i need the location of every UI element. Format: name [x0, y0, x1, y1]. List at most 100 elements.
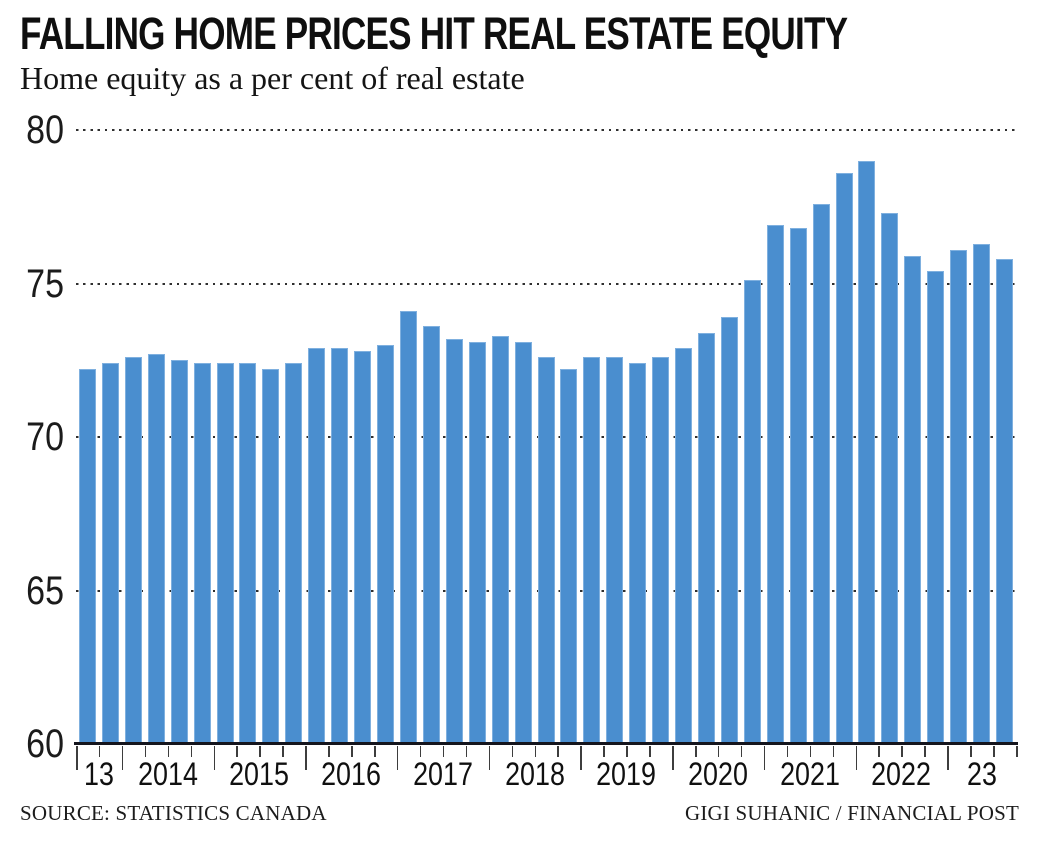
- bar: [697, 332, 715, 744]
- bar: [560, 369, 578, 744]
- bar: [422, 326, 440, 744]
- x-axis-year-tick: [580, 746, 582, 770]
- bar: [124, 357, 142, 744]
- bar: [445, 338, 463, 744]
- x-axis-quarter-tick: [924, 746, 926, 757]
- x-axis-quarter-tick: [351, 746, 353, 757]
- bar: [652, 357, 670, 744]
- bar: [789, 228, 807, 744]
- x-axis-label-2014: 2014: [137, 756, 198, 792]
- source-credit: SOURCE: STATISTICS CANADA: [20, 801, 327, 825]
- x-axis-year-tick: [855, 746, 857, 770]
- bar: [399, 311, 417, 744]
- x-axis-quarter-tick: [993, 746, 995, 757]
- chart-title: FALLING HOME PRICES HIT REAL ESTATE EQUI…: [20, 8, 848, 59]
- bar: [835, 172, 853, 744]
- gridline-80: [76, 129, 1016, 131]
- x-axis-label-2015: 2015: [229, 756, 290, 792]
- bar: [308, 347, 326, 744]
- x-axis-quarter-tick: [603, 746, 605, 757]
- x-axis-year-tick: [213, 746, 216, 770]
- x-axis-quarter-tick: [144, 746, 147, 757]
- x-axis-quarter-tick: [557, 746, 559, 757]
- bar: [514, 341, 532, 744]
- bar: [239, 363, 257, 744]
- x-axis-label-23: 23: [966, 756, 997, 792]
- bar: [950, 249, 968, 744]
- x-axis-label-2017: 2017: [412, 756, 473, 792]
- x-axis-quarter-tick: [328, 746, 330, 757]
- chart-subtitle: Home equity as a per cent of real estate: [20, 60, 525, 96]
- x-axis-quarter-tick: [419, 746, 422, 757]
- x-axis-label-2021: 2021: [779, 756, 840, 792]
- x-axis-quarter-tick: [282, 746, 284, 757]
- bar: [193, 363, 211, 744]
- bar: [996, 258, 1014, 744]
- bar: [973, 243, 991, 744]
- x-axis-quarter-tick: [626, 746, 628, 757]
- gridline-75: [76, 282, 1016, 285]
- bar: [262, 369, 280, 744]
- bar: [101, 363, 119, 744]
- x-axis-quarter-tick: [465, 746, 468, 757]
- bar: [170, 360, 188, 744]
- x-axis-label-2018: 2018: [504, 756, 565, 792]
- x-axis-label-2020: 2020: [688, 756, 748, 792]
- y-axis-label-70: 70: [26, 415, 64, 459]
- bar: [720, 317, 738, 744]
- bar: [858, 160, 876, 744]
- x-axis-year-tick: [763, 746, 766, 770]
- x-axis-quarter-tick: [190, 746, 193, 757]
- x-axis-label-13: 13: [83, 756, 114, 792]
- bar: [491, 335, 509, 744]
- x-axis-quarter-tick: [809, 746, 812, 757]
- x-axis-label-2016: 2016: [321, 756, 382, 792]
- x-axis-year-tick: [396, 746, 399, 770]
- x-axis-year-tick: [488, 746, 491, 770]
- x-axis-quarter-tick: [534, 746, 537, 757]
- bar: [812, 203, 830, 744]
- y-axis-label-75: 75: [26, 261, 64, 306]
- x-axis-baseline: [74, 742, 1018, 745]
- x-axis-quarter-tick: [511, 746, 514, 757]
- bar: [285, 363, 303, 744]
- x-axis-quarter-tick: [970, 746, 972, 757]
- x-axis-year-tick: [672, 746, 674, 770]
- x-axis-quarter-tick: [786, 746, 789, 757]
- y-axis-label-80: 80: [26, 108, 64, 152]
- x-axis-year-tick: [76, 746, 78, 770]
- y-axis-label-65: 65: [26, 568, 64, 613]
- bar-chart-plot-area: [76, 129, 1016, 744]
- x-axis-quarter-tick: [901, 746, 903, 757]
- x-axis-quarter-tick: [1016, 746, 1018, 757]
- x-axis-label-2019: 2019: [596, 756, 657, 792]
- bar: [78, 369, 96, 744]
- bar: [629, 363, 647, 744]
- bar: [583, 357, 601, 744]
- x-axis-year-tick: [121, 746, 124, 770]
- x-axis-quarter-tick: [98, 746, 101, 757]
- bar: [331, 347, 349, 744]
- x-axis-quarter-tick: [740, 746, 743, 757]
- x-axis-quarter-tick: [259, 746, 261, 757]
- bar: [766, 225, 784, 744]
- bar: [675, 347, 693, 744]
- bar: [927, 271, 945, 744]
- x-axis-quarter-tick: [442, 746, 445, 757]
- x-axis-quarter-tick: [717, 746, 720, 757]
- x-axis-quarter-tick: [695, 746, 697, 757]
- bar: [606, 357, 624, 744]
- bar: [537, 357, 555, 744]
- bar: [216, 363, 234, 744]
- bar: [377, 344, 394, 744]
- bar: [904, 255, 922, 744]
- bar: [881, 212, 899, 744]
- bar: [147, 354, 165, 744]
- bar: [743, 280, 761, 744]
- x-axis-quarter-tick: [878, 746, 880, 757]
- bar: [468, 341, 486, 744]
- x-axis-quarter-tick: [236, 746, 238, 757]
- x-axis-quarter-tick: [832, 746, 835, 757]
- bar: [354, 351, 372, 744]
- x-axis-year-tick: [947, 746, 949, 770]
